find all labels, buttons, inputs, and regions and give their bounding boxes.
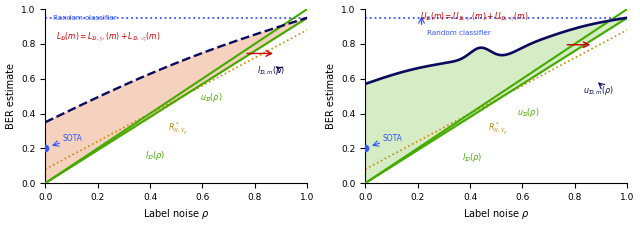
Text: $R^*_{X,Y_\rho}$: $R^*_{X,Y_\rho}$: [488, 121, 508, 138]
Text: SOTA: SOTA: [62, 134, 82, 143]
Text: $R^*_{X,Y_\rho}$: $R^*_{X,Y_\rho}$: [168, 120, 188, 137]
Text: Random classifier: Random classifier: [427, 30, 491, 36]
Text: $l_{\mathcal{D},m}(\rho)$: $l_{\mathcal{D},m}(\rho)$: [257, 65, 285, 77]
Text: $l_{\mathcal{D}}(\rho)$: $l_{\mathcal{D}}(\rho)$: [462, 151, 483, 164]
Y-axis label: BER estimate: BER estimate: [6, 63, 15, 129]
Text: $L_{\mathcal{D}}(m) = L_{\mathcal{D},\rhd}(m) + L_{\mathcal{D},\triangleleft}(m): $L_{\mathcal{D}}(m) = L_{\mathcal{D},\rh…: [56, 31, 160, 44]
Text: $l_{\mathcal{D}}(\rho)$: $l_{\mathcal{D}}(\rho)$: [145, 149, 165, 162]
Text: $u_{\mathcal{D},m}(\rho)$: $u_{\mathcal{D},m}(\rho)$: [582, 84, 613, 97]
Text: $U_{\mathcal{D}}(m) = U_{\mathcal{D},\rhd}(m) + U_{\mathcal{D},\triangleleft}(m): $U_{\mathcal{D}}(m) = U_{\mathcal{D},\rh…: [420, 11, 529, 24]
Text: $u_{\mathcal{D}}(\rho)$: $u_{\mathcal{D}}(\rho)$: [517, 106, 540, 119]
Text: Random classifier: Random classifier: [53, 15, 117, 21]
Text: $u_{\mathcal{D}}(\rho)$: $u_{\mathcal{D}}(\rho)$: [200, 91, 222, 104]
X-axis label: Label noise $\rho$: Label noise $\rho$: [143, 207, 209, 222]
Text: SOTA: SOTA: [382, 134, 402, 143]
X-axis label: Label noise $\rho$: Label noise $\rho$: [463, 207, 529, 222]
Y-axis label: BER estimate: BER estimate: [326, 63, 335, 129]
